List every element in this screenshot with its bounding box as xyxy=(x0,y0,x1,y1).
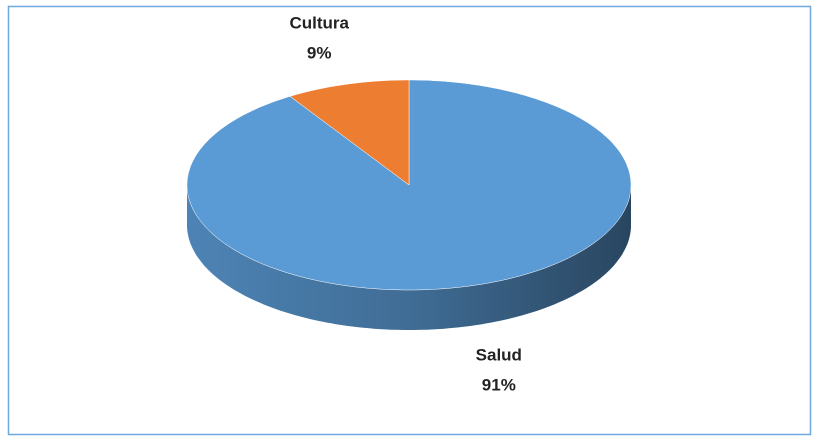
data-label-category: Salud xyxy=(476,346,522,365)
pie-side-shade xyxy=(187,185,631,330)
data-label-value: 9% xyxy=(307,43,332,62)
pie-slice xyxy=(289,79,410,186)
data-label-category: Cultura xyxy=(289,13,349,32)
data-label-value: 91% xyxy=(482,376,516,395)
